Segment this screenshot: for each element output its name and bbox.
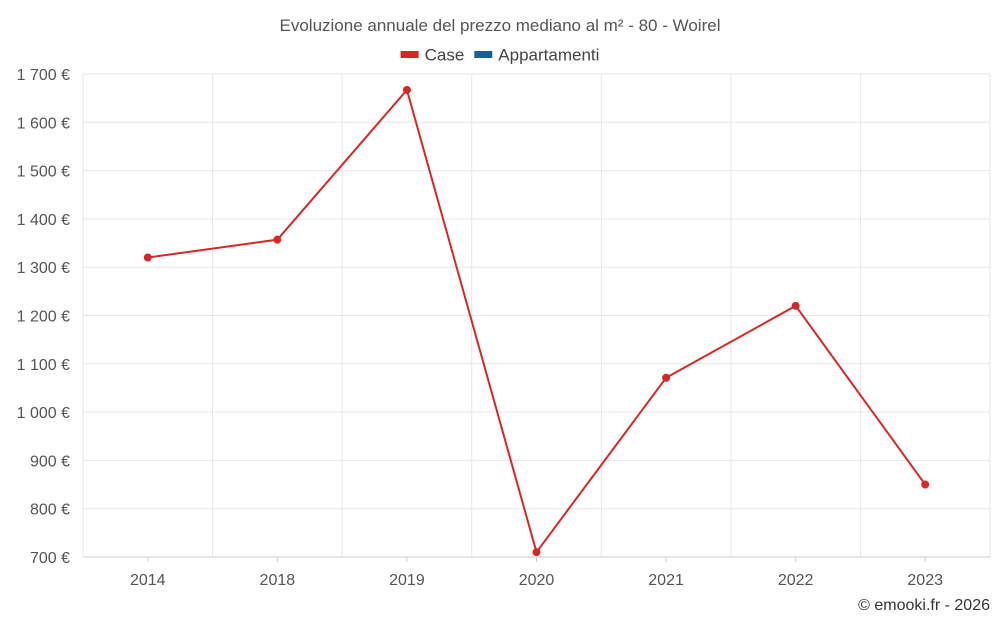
- y-tick-label: 1 100 €: [17, 357, 70, 374]
- y-tick-label: 1 500 €: [17, 164, 70, 181]
- data-point[interactable]: [273, 235, 282, 244]
- x-tick-label: 2019: [389, 572, 425, 589]
- legend-item-case[interactable]: Case: [400, 45, 465, 64]
- legend-label: Case: [425, 45, 465, 64]
- data-point[interactable]: [791, 301, 800, 310]
- axes: 700 € 800 € 900 € 1 000 € 1 100 € 1 200 € 1 30…: [17, 67, 990, 589]
- series-line-case: [147, 87, 927, 555]
- x-tick-label: 2018: [260, 572, 296, 589]
- chart-title: Evoluzione annuale del prezzo mediano al…: [280, 16, 721, 35]
- x-tick-label: 2020: [519, 572, 555, 589]
- x-tick-label: 2023: [907, 572, 943, 589]
- y-tick-label: 1 700 €: [17, 67, 70, 84]
- x-tick-label: 2021: [648, 572, 684, 589]
- legend-label: Appartamenti: [498, 45, 599, 64]
- y-tick-label: 1 300 €: [17, 260, 70, 277]
- y-tick-label: 1 400 €: [17, 212, 70, 229]
- y-tick-label: 1 200 €: [17, 309, 70, 326]
- y-tick-label: 900 €: [30, 453, 70, 470]
- credit-text: © emooki.fr - 2026: [858, 597, 990, 614]
- y-tick-label: 700 €: [30, 550, 70, 567]
- y-tick-label: 1 000 €: [17, 405, 70, 422]
- data-point[interactable]: [921, 480, 930, 489]
- grid: [82, 73, 991, 558]
- data-point[interactable]: [532, 548, 541, 557]
- legend-swatch: [400, 51, 419, 58]
- y-tick-label: 800 €: [30, 502, 70, 519]
- x-tick-label: 2014: [130, 572, 166, 589]
- legend-item-appartamenti[interactable]: Appartamenti: [474, 45, 599, 64]
- x-tick-label: 2022: [778, 572, 814, 589]
- series-group: [143, 85, 930, 557]
- data-point[interactable]: [402, 85, 411, 94]
- legend: Case Appartamenti: [400, 45, 599, 64]
- legend-swatch: [474, 51, 493, 58]
- y-tick-label: 1 600 €: [17, 115, 70, 132]
- data-point[interactable]: [143, 253, 152, 262]
- data-point[interactable]: [662, 373, 671, 382]
